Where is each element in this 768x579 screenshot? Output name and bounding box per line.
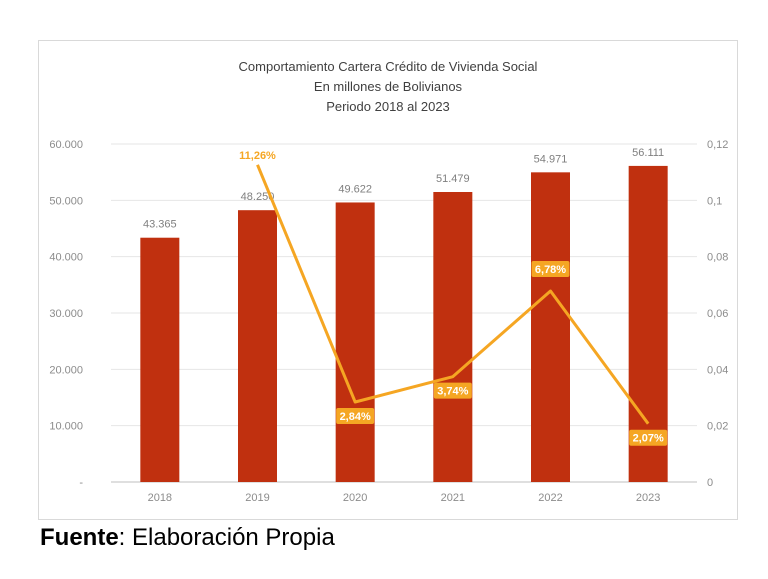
- x-axis-tick: 2023: [636, 492, 660, 504]
- chart-title-line: En millones de Bolivianos: [314, 79, 463, 94]
- bar-data-label: 54.971: [534, 153, 568, 165]
- bar: [531, 172, 570, 483]
- source-label: Fuente: [40, 524, 119, 551]
- left-axis-tick: 60.000: [49, 139, 83, 151]
- chart-title-line: Comportamiento Cartera Crédito de Vivien…: [239, 59, 538, 74]
- left-axis-tick: 50.000: [49, 195, 83, 207]
- x-axis: 2018 2019 2020 2021 2022 2023: [148, 492, 661, 504]
- line-series: [256, 164, 650, 425]
- line-data-label: 2,84%: [340, 411, 371, 423]
- left-axis-tick: 20.000: [49, 364, 83, 376]
- right-axis: 0 0,02 0,04 0,06 0,08 0,1 0,12: [707, 139, 728, 489]
- bar: [335, 202, 375, 482]
- bar-data-label: 56.111: [632, 147, 664, 159]
- line-data-label: 3,74%: [437, 386, 468, 398]
- bar-labels: 43.365 48.250 49.622 51.479 54.971 56.111: [143, 147, 664, 231]
- source-note: Fuente: Elaboración Propia: [40, 524, 335, 552]
- left-axis-tick: 30.000: [49, 308, 83, 320]
- bar: [628, 165, 668, 483]
- line-label-box: [629, 429, 668, 446]
- gridlines: [111, 143, 697, 483]
- right-axis-tick: 0,04: [707, 364, 728, 376]
- bar-data-label: 49.622: [338, 183, 372, 195]
- chart-frame: Comportamiento Cartera Crédito de Vivien…: [38, 40, 738, 520]
- bar: [238, 210, 277, 483]
- chart-svg: Comportamiento Cartera Crédito de Vivien…: [49, 59, 728, 504]
- chart-title-line: Periodo 2018 al 2023: [326, 99, 450, 114]
- x-axis-tick: 2020: [343, 492, 367, 504]
- line-data-label: 11,26%: [239, 150, 276, 162]
- bar-data-label: 51.479: [436, 173, 470, 185]
- bar-series: [140, 165, 668, 483]
- bar: [140, 237, 180, 482]
- line-label-box: [531, 261, 570, 278]
- x-axis-tick: 2019: [245, 492, 269, 504]
- bar-data-label: 43.365: [143, 219, 177, 231]
- line-labels: 11,26% 2,84% 3,74% 6,78% 2,07%: [239, 150, 668, 446]
- source-text: : Elaboración Propia: [118, 524, 335, 551]
- line-data-label: 2,07%: [633, 433, 664, 445]
- line-label-box: [336, 408, 375, 425]
- x-axis-tick: 2021: [441, 492, 465, 504]
- bar-data-label: 48.250: [241, 191, 275, 203]
- left-axis-tick: 40.000: [49, 252, 83, 264]
- right-axis-tick: 0,06: [707, 308, 728, 320]
- bar: [433, 192, 473, 482]
- right-axis-tick: 0: [707, 477, 713, 489]
- x-axis-tick: 2018: [148, 492, 172, 504]
- right-axis-tick: 0,02: [707, 421, 728, 433]
- left-axis-tick: 10.000: [49, 421, 83, 433]
- left-axis: - 10.000 20.000 30.000 40.000 50.000 60.000: [49, 139, 83, 489]
- right-axis-tick: 0,12: [707, 139, 728, 151]
- line-path: [256, 164, 650, 425]
- line-data-label: 6,78%: [535, 264, 566, 276]
- chart-title: Comportamiento Cartera Crédito de Vivien…: [239, 59, 538, 114]
- right-axis-tick: 0,1: [707, 195, 722, 207]
- left-axis-tick: -: [79, 477, 83, 489]
- x-axis-tick: 2022: [538, 492, 562, 504]
- line-label-box: [433, 382, 472, 399]
- right-axis-tick: 0,08: [707, 252, 728, 264]
